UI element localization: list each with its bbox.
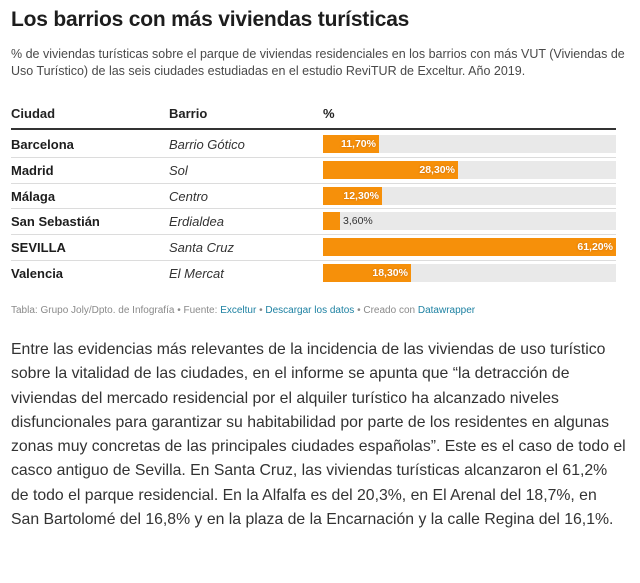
chart-title: Los barrios con más viviendas turísticas [11, 8, 410, 31]
column-header-barrio: Barrio [169, 106, 208, 121]
source-link[interactable]: Exceltur [220, 305, 257, 316]
cell-barrio: Santa Cruz [169, 240, 235, 256]
cell-barrio: Erdialdea [169, 214, 224, 230]
cell-city: SEVILLA [11, 240, 66, 256]
cell-city: Valencia [11, 265, 64, 281]
table-row: Valencia El Mercat 18,30% [11, 261, 616, 287]
column-header-percent: % [323, 106, 335, 121]
bar-track: 61,20% [323, 238, 616, 257]
bar-mark [323, 238, 616, 257]
bar-mark [323, 135, 379, 153]
bar-value-label: 61,20% [577, 241, 613, 254]
table-row: Barcelona Barrio Gótico 11,70% [11, 132, 616, 158]
bar-value-label: 11,70% [340, 138, 376, 150]
bar-mark [323, 263, 411, 282]
bar-track: 18,30% [323, 263, 616, 282]
article-paragraph: Entre las evidencias más relevantes de l… [11, 341, 626, 529]
bar-track: 28,30% [323, 160, 616, 179]
table-row: San Sebastián Erdialdea 3,60% [11, 209, 616, 236]
bar-track: 3,60% [323, 212, 616, 231]
cell-city: Madrid [11, 162, 54, 178]
cell-barrio: Centro [169, 188, 209, 204]
table-row: Madrid Sol 28,30% [11, 158, 616, 184]
chart-notes: Tabla: Grupo Joly/Dpto. de Infografía • … [11, 305, 475, 316]
chart-subtitle: % de viviendas turísticas sobre el parqu… [11, 47, 625, 78]
cell-barrio: Sol [169, 162, 188, 178]
cell-city: Málaga [11, 188, 56, 204]
table-row: SEVILLA Santa Cruz 61,20% [11, 235, 616, 261]
bar-mark [323, 186, 382, 205]
bar-track: 12,30% [323, 186, 616, 205]
bar-value-label: 3,60% [343, 215, 373, 228]
table-header: Ciudad Barrio % [11, 106, 616, 130]
table-body: Barcelona Barrio Gótico 11,70% Madrid Sol 28,… [11, 132, 616, 287]
notes-created-with: • Creado con [354, 305, 418, 316]
cell-barrio: Barrio Gótico [169, 137, 245, 152]
notes-prefix: Tabla: Grupo Joly/Dpto. de Infografía • … [11, 305, 221, 316]
bar-mark [323, 160, 458, 179]
bar-track: 11,70% [323, 135, 616, 153]
cell-city: Barcelona [11, 137, 74, 152]
cell-city: San Sebastián [11, 214, 100, 230]
bar-value-label: 12,30% [343, 189, 379, 202]
column-header-ciudad: Ciudad [11, 106, 56, 121]
notes-separator: • [256, 305, 266, 316]
bar-mark [323, 212, 340, 231]
download-data-link[interactable]: Descargar los datos [265, 305, 355, 316]
datawrapper-link[interactable]: Datawrapper [417, 305, 476, 316]
table-row: Málaga Centro 12,30% [11, 184, 616, 210]
cell-barrio: El Mercat [169, 265, 224, 281]
bar-value-label: 28,30% [419, 163, 455, 176]
bar-value-label: 18,30% [372, 266, 408, 279]
